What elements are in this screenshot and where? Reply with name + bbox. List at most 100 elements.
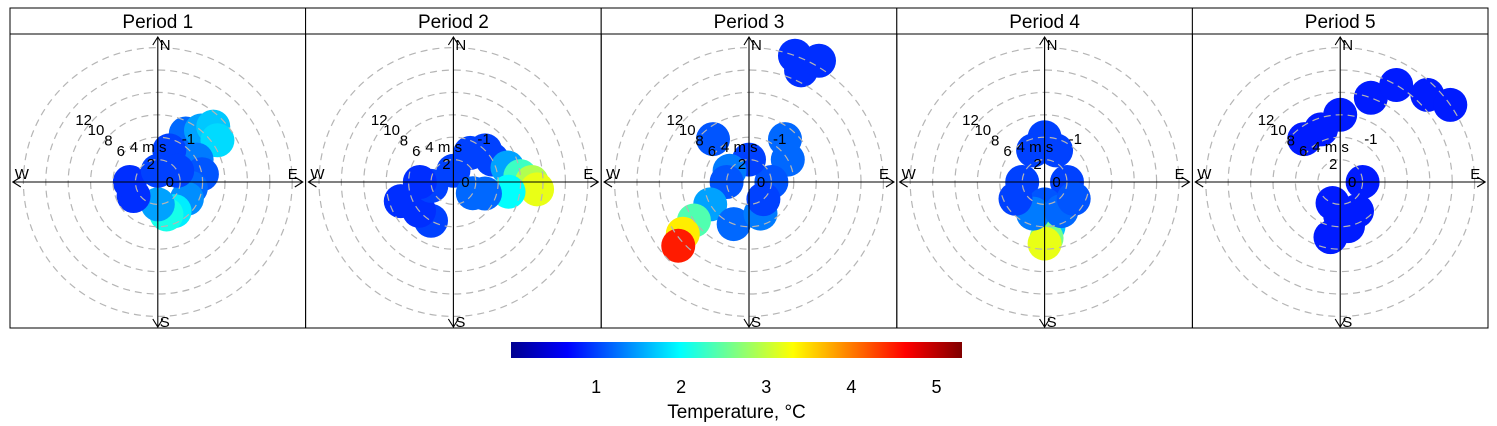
- ring-label: 8: [991, 133, 999, 150]
- ring-label: 6: [412, 143, 420, 160]
- panel-strip: [305, 7, 602, 35]
- label-east: E: [1470, 166, 1480, 183]
- compass-axes: [1194, 35, 1487, 328]
- panel-title: Period 5: [1305, 12, 1376, 33]
- panel-strip: [1191, 7, 1489, 35]
- colorbar-gradient: [511, 342, 962, 358]
- label-north: N: [455, 37, 466, 54]
- east-arrow: [590, 176, 600, 188]
- colorbar-tick-label: 3: [761, 377, 771, 397]
- data-cell: [1379, 68, 1414, 103]
- ring-unit-label: 4 m s: [1017, 139, 1054, 156]
- data-cell: [520, 172, 555, 207]
- west-arrow: [898, 176, 908, 188]
- label-south: S: [751, 314, 761, 331]
- label-north: N: [1047, 37, 1058, 54]
- west-arrow: [11, 176, 22, 188]
- ring-label: 8: [104, 133, 112, 150]
- east-arrow: [1181, 176, 1191, 188]
- data-cell: [802, 43, 836, 78]
- ring-label: 2: [442, 156, 450, 173]
- label-east: E: [288, 166, 298, 183]
- panel-title: Period 4: [1009, 12, 1080, 33]
- ring-label: 0: [461, 174, 469, 191]
- compass-axes: [307, 35, 600, 328]
- ring-unit-superscript: -1: [1364, 131, 1377, 148]
- ring-label: 0: [1348, 174, 1356, 191]
- data-cell: [1353, 80, 1388, 115]
- ring-unit-label: 4 m s: [721, 139, 758, 156]
- ring-label: 10: [1270, 122, 1287, 139]
- panel-title: Period 3: [714, 12, 785, 33]
- ring-label: 12: [371, 112, 388, 129]
- label-north: N: [751, 37, 762, 54]
- data-cell: [746, 182, 781, 217]
- ring-label: 2: [1033, 156, 1041, 173]
- ring-label: 0: [166, 174, 174, 191]
- data-cell: [661, 228, 696, 263]
- compass-axes: [898, 35, 1191, 328]
- north-arrow: [1334, 35, 1346, 46]
- label-west: W: [1197, 166, 1212, 183]
- west-arrow: [1194, 176, 1204, 188]
- data-cell: [455, 176, 490, 211]
- colorbar-tick-label: 5: [931, 377, 941, 397]
- ring-label: 2: [738, 156, 746, 173]
- label-south: S: [160, 314, 170, 331]
- colorbar-tick-label: 4: [846, 377, 856, 397]
- east-arrow: [1476, 176, 1487, 188]
- ring-label: 8: [400, 133, 408, 150]
- ring-label: 10: [679, 122, 696, 139]
- ring-label: 8: [695, 133, 703, 150]
- ring-unit-superscript: -1: [182, 131, 195, 148]
- ring-label: 10: [88, 122, 105, 139]
- ring-label: 6: [117, 143, 125, 160]
- north-arrow: [743, 35, 755, 46]
- label-north: N: [1342, 37, 1353, 54]
- data-cell: [1287, 122, 1322, 157]
- ring-label: 6: [1003, 143, 1011, 160]
- compass-axes: [11, 35, 304, 328]
- label-west: W: [15, 166, 30, 183]
- ring-label: 0: [757, 174, 765, 191]
- label-south: S: [1342, 314, 1352, 331]
- ring-label: 6: [1299, 143, 1307, 160]
- panel-title: Period 2: [418, 12, 489, 33]
- ring-unit-superscript: -1: [773, 131, 786, 148]
- label-west: W: [902, 166, 917, 183]
- south-arrow: [1039, 318, 1051, 328]
- label-north: N: [160, 37, 171, 54]
- ring-label: 12: [75, 112, 92, 129]
- south-arrow: [1334, 318, 1346, 328]
- panel-strip: [9, 7, 307, 35]
- label-east: E: [1175, 166, 1185, 183]
- data-cells: [1287, 68, 1468, 255]
- west-arrow: [602, 176, 613, 188]
- north-arrow: [152, 35, 164, 46]
- north-arrow: [1039, 35, 1051, 46]
- ring-label: 8: [1287, 133, 1295, 150]
- ring-unit-label: 4 m s: [1312, 139, 1349, 156]
- ring-label: 0: [1052, 174, 1060, 191]
- label-east: E: [879, 166, 889, 183]
- ring-label: 6: [708, 143, 716, 160]
- ring-label: 12: [962, 112, 979, 129]
- colorbar-tick-label: 1: [591, 377, 601, 397]
- data-cell: [1016, 133, 1051, 168]
- ring-unit-label: 4 m s: [130, 139, 167, 156]
- panel-strip: [896, 7, 1193, 35]
- panel-title: Period 1: [122, 12, 193, 33]
- ring-label: 10: [383, 122, 400, 139]
- label-west: W: [606, 166, 621, 183]
- ring-label: 12: [1258, 112, 1275, 129]
